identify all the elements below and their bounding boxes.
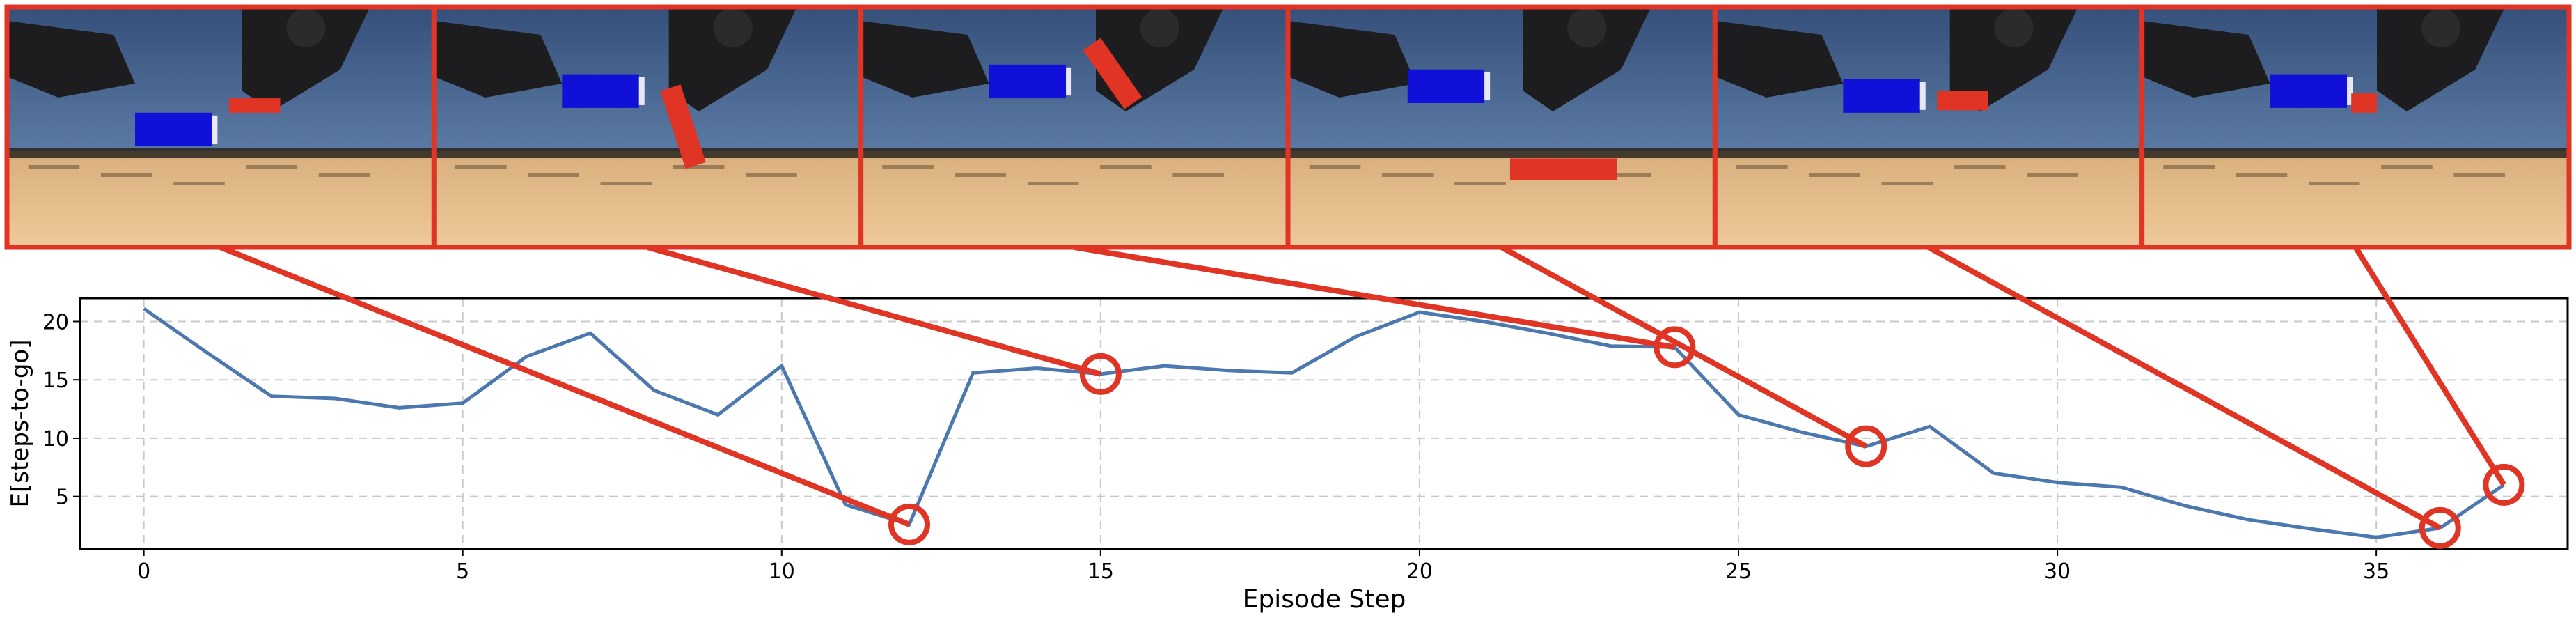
y-tick-label: 15: [42, 369, 69, 393]
axes-frame: [79, 297, 2569, 550]
frame-4: [1285, 4, 1718, 250]
highlight-circle: [1079, 353, 1122, 395]
y-tick-label: 10: [42, 427, 69, 451]
series-line: [143, 307, 2505, 539]
x-tick-label: 20: [1406, 559, 1433, 584]
gridlines: [80, 298, 2568, 549]
frame-6: [2139, 4, 2572, 250]
connector-line: [646, 245, 1101, 377]
y-tick-label: 20: [42, 310, 69, 334]
y-axis-label: E[steps-to-go]: [6, 340, 34, 508]
highlight-circle: [1654, 326, 1696, 369]
y-axis-ticks: 5 10 15 20: [42, 310, 80, 510]
x-tick-label: 30: [2044, 559, 2071, 584]
connector-line: [219, 245, 911, 527]
x-axis-label: Episode Step: [1243, 585, 1406, 614]
plot-area: 0 5 10 15 20 25 30 35 5 10 15 20 Episode Step E[st…: [6, 297, 2569, 614]
x-tick-label: 0: [137, 559, 150, 584]
x-tick-label: 5: [456, 559, 469, 584]
x-tick-label: 10: [769, 559, 795, 584]
highlight-circle: [1845, 425, 1887, 467]
highlight-circle: [2483, 463, 2525, 506]
highlight-markers: [888, 326, 2525, 549]
highlight-circle: [2419, 506, 2461, 549]
frame-1: [4, 4, 437, 250]
highlight-circle: [888, 503, 930, 545]
frame-2: [431, 4, 864, 250]
connector-line: [1074, 245, 1676, 350]
x-axis-ticks: 0 5 10 15 20 25 30 35: [137, 549, 2389, 584]
x-tick-label: 25: [1725, 559, 1752, 584]
image-strip: [4, 4, 2572, 250]
frame-connectors: [219, 245, 2506, 531]
connector-line: [2353, 245, 2506, 487]
frame-5: [1712, 4, 2145, 250]
y-tick-label: 5: [56, 486, 69, 510]
x-tick-label: 15: [1087, 559, 1114, 584]
frame-3: [858, 4, 1291, 250]
connector-line: [1927, 245, 2442, 531]
connector-line: [1500, 245, 1868, 449]
x-tick-label: 35: [2363, 559, 2389, 584]
